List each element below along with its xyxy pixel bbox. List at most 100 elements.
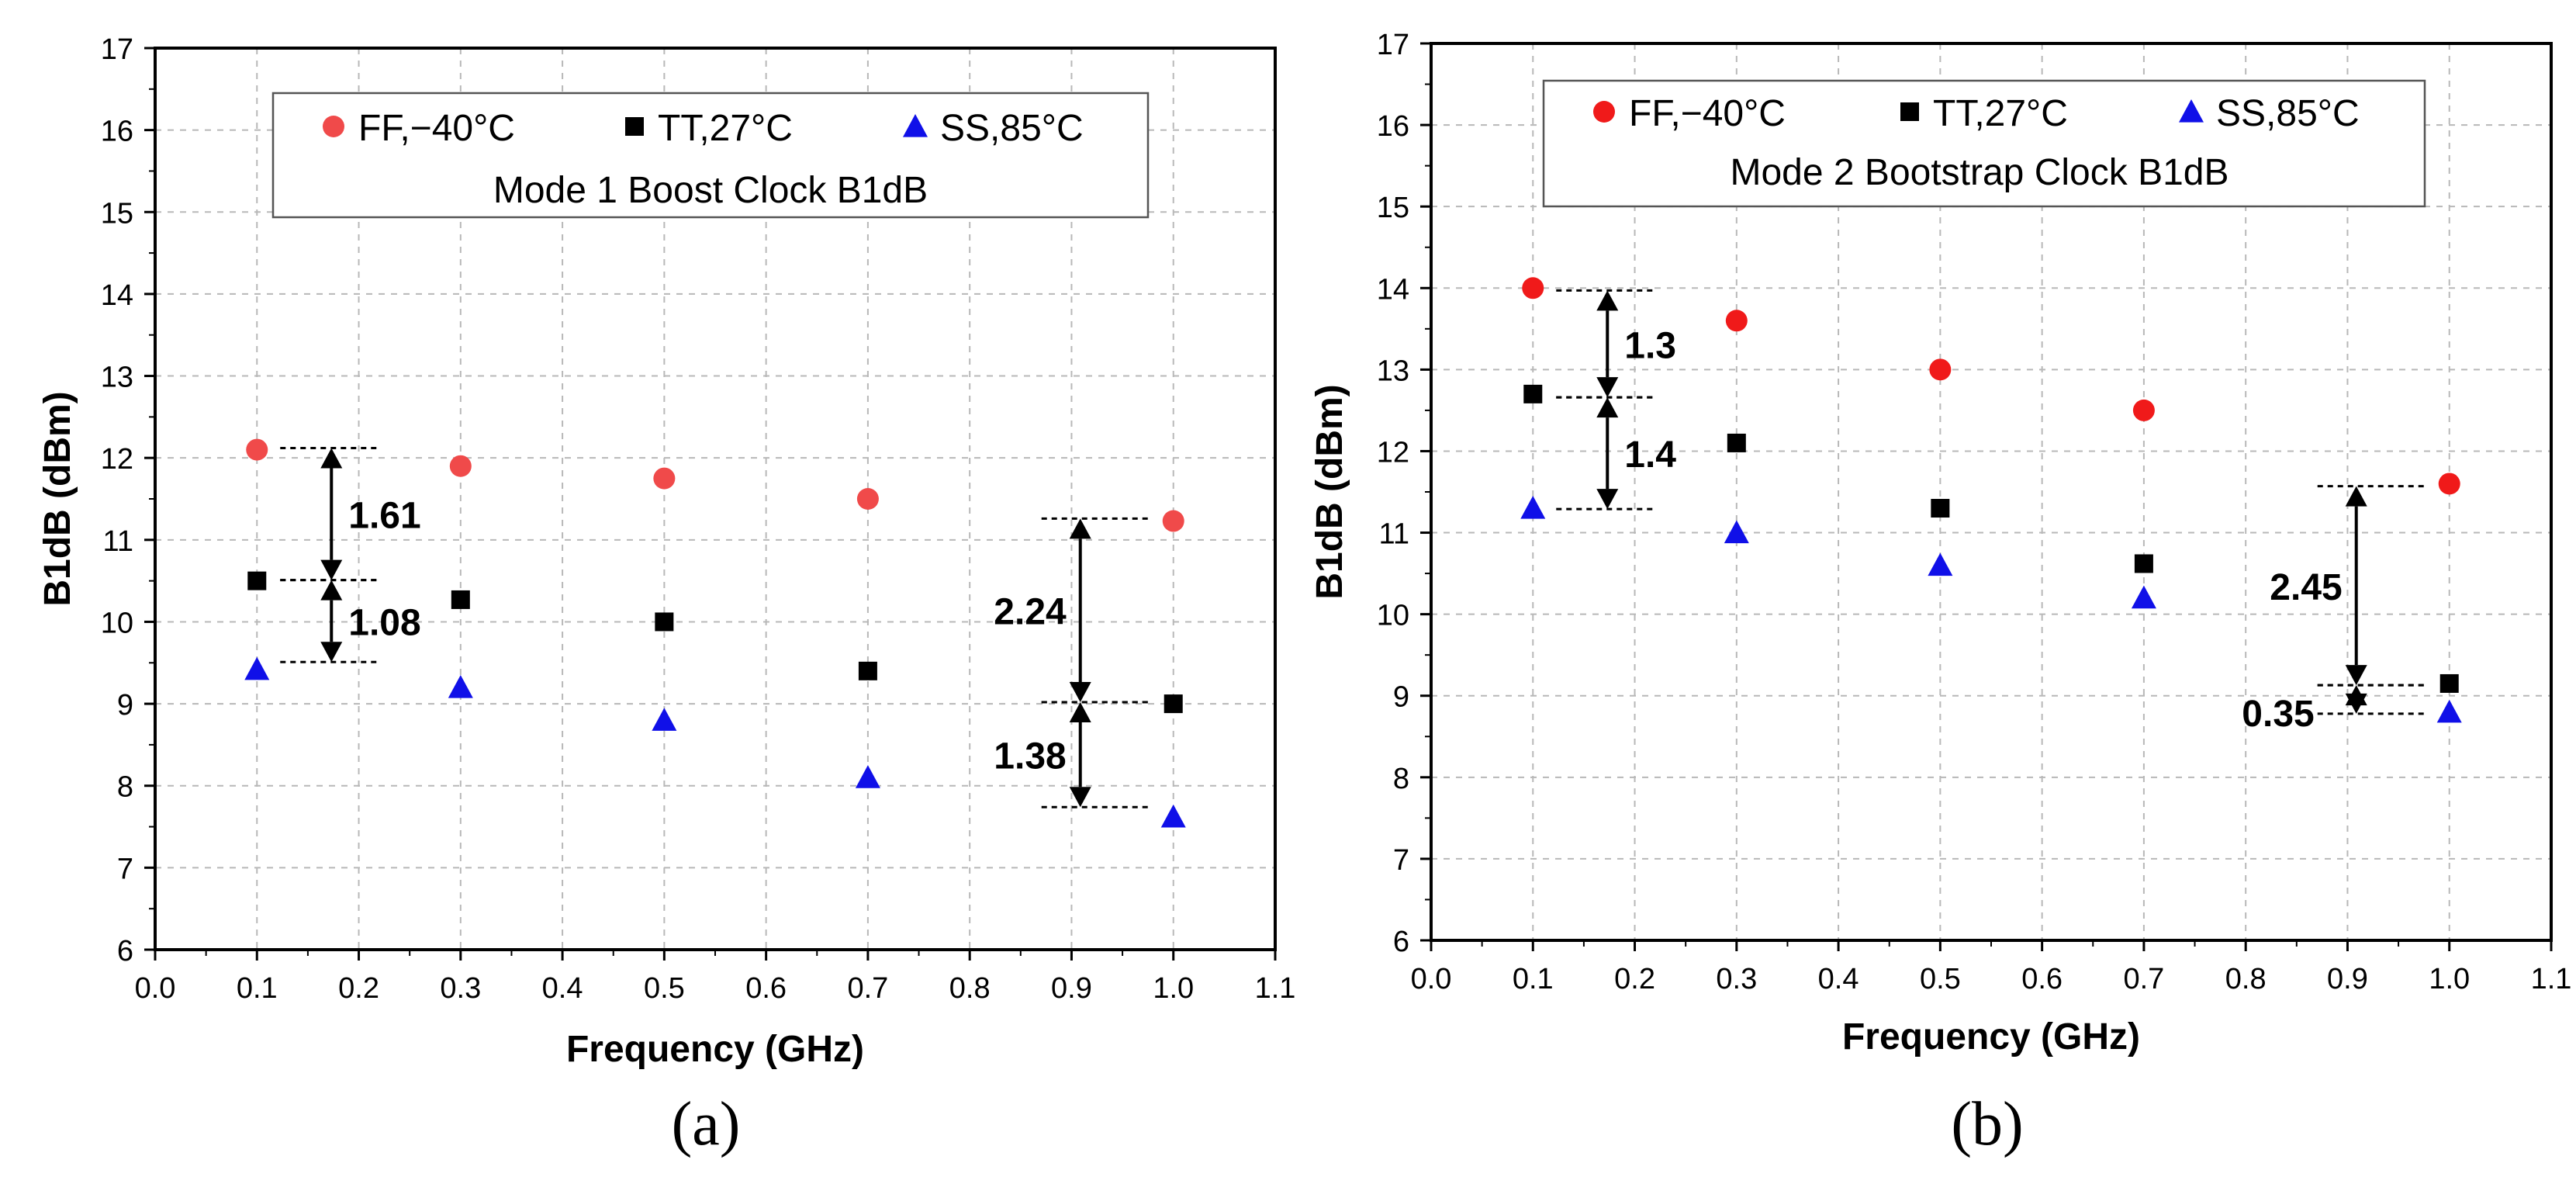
data-point — [1928, 552, 1953, 576]
chart-title: Mode 2 Bootstrap Clock B1dB — [1730, 152, 2228, 193]
data-point — [655, 612, 674, 632]
data-point — [451, 590, 470, 609]
data-point — [246, 438, 268, 461]
arrow-head-up — [1069, 518, 1091, 539]
y-tick-label: 8 — [117, 771, 133, 804]
y-tick-label: 9 — [117, 689, 133, 722]
y-axis-label: B1dB (dBm) — [1309, 384, 1350, 599]
dimension-label: 0.35 — [2242, 694, 2314, 735]
dimension-label: 2.45 — [2270, 567, 2342, 608]
x-tick-label: 0.0 — [1411, 963, 1452, 995]
y-tick-label: 6 — [117, 935, 133, 968]
legend: FF,−40°C TT,27°C SS,85°C Mode 1 Boost Clock… — [271, 92, 1150, 219]
data-point — [449, 455, 472, 477]
data-point — [2132, 399, 2155, 421]
y-tick-label: 12 — [1377, 436, 1409, 469]
data-point — [855, 765, 880, 788]
data-point — [1929, 358, 1952, 381]
dimension-label: 1.4 — [1624, 434, 1676, 476]
legend-marker-circle — [1593, 101, 1615, 123]
x-axis-label: Frequency (GHz) — [566, 1029, 864, 1070]
legend-entry: FF,−40°C — [358, 108, 515, 149]
data-point — [1523, 384, 1543, 403]
data-point — [448, 674, 473, 698]
data-point — [2439, 673, 2459, 693]
data-point — [2438, 473, 2460, 495]
dimension-label: 1.38 — [994, 736, 1066, 777]
y-tick-label: 13 — [1377, 355, 1409, 387]
x-tick-label: 0.4 — [1818, 963, 1859, 995]
legend-entry: SS,85°C — [940, 108, 1084, 149]
x-tick-label: 0.6 — [745, 972, 787, 1005]
legend-entry: TT,27°C — [1933, 93, 2068, 134]
data-point — [1160, 804, 1186, 828]
dimension-label: 2.24 — [994, 592, 1067, 633]
annotations: 1.3 1.4 2.45 0.35 — [1556, 289, 2426, 735]
y-tick-label: 11 — [103, 525, 133, 558]
x-tick-label: 1.1 — [2531, 963, 2572, 995]
data-point — [2131, 585, 2156, 609]
arrow-head-down — [1596, 489, 1619, 510]
chart-panel-a: 0.0 0.1 0.2 0.3 0.4 0.5 0.6 0.7 0.8 0.9 1.0 1.1 6 7 8 9… — [37, 33, 1295, 1158]
y-tick-label: 14 — [1377, 273, 1409, 306]
x-tick-label: 0.3 — [1716, 963, 1757, 995]
x-tick-label: 0.4 — [542, 972, 583, 1005]
x-tick-label: 0.7 — [2123, 963, 2164, 995]
y-axis: 6 7 8 9 10 11 12 13 14 15 16 17 — [101, 33, 155, 968]
x-tick-label: 0.6 — [2021, 963, 2063, 995]
data-points — [244, 438, 1186, 828]
x-tick-label: 0.5 — [1920, 963, 1961, 995]
arrow-head-down — [320, 642, 343, 663]
dimension-label: 1.3 — [1624, 325, 1676, 366]
arrow-head-down — [2345, 665, 2367, 686]
y-tick-label: 10 — [101, 607, 133, 639]
data-point — [1931, 499, 1950, 518]
x-tick-label: 0.2 — [338, 972, 379, 1005]
arrow-head-up — [1069, 701, 1091, 722]
y-tick-label: 17 — [1377, 29, 1409, 61]
arrow-head-up — [1596, 397, 1619, 418]
x-tick-label: 0.9 — [2327, 963, 2368, 995]
y-axis-label: B1dB (dBm) — [37, 391, 78, 606]
y-tick-label: 6 — [1393, 926, 1409, 958]
x-tick-label: 0.3 — [440, 972, 481, 1005]
arrow-head-up — [2345, 486, 2367, 507]
y-tick-label: 8 — [1393, 763, 1409, 795]
x-axis: 0.0 0.1 0.2 0.3 0.4 0.5 0.6 0.7 0.8 0.9 1.0 1.1 — [135, 950, 1295, 1005]
chart-panel-b: 0.0 0.1 0.2 0.3 0.4 0.5 0.6 0.7 0.8 0.9 1.0 1.1 6 7 8 9… — [1309, 29, 2571, 1158]
y-tick-label: 16 — [101, 116, 133, 148]
data-point — [1725, 310, 1748, 332]
arrow-head-down — [1596, 377, 1619, 398]
y-tick-label: 13 — [101, 362, 133, 394]
data-point — [1162, 510, 1184, 532]
x-tick-label: 0.9 — [1051, 972, 1092, 1005]
x-tick-label: 0.5 — [644, 972, 685, 1005]
x-tick-label: 0.8 — [2225, 963, 2267, 995]
y-tick-label: 15 — [1377, 192, 1409, 224]
y-tick-label: 7 — [117, 853, 133, 885]
x-tick-label: 0.7 — [847, 972, 888, 1005]
dimension-label: 1.61 — [348, 496, 420, 537]
y-tick-label: 11 — [1379, 518, 1409, 551]
data-point — [856, 488, 879, 510]
y-axis: 6 7 8 9 10 11 12 13 14 15 16 17 — [1377, 29, 1431, 958]
y-tick-label: 14 — [101, 279, 133, 312]
dimension-label: 1.08 — [348, 602, 420, 643]
legend-marker-square — [625, 117, 644, 136]
x-tick-label: 1.0 — [2429, 963, 2470, 995]
arrow-head-down — [2345, 693, 2367, 714]
legend-marker-square — [1900, 102, 1919, 121]
x-tick-label: 0.1 — [237, 972, 278, 1005]
arrow-head-down — [1069, 787, 1091, 808]
data-point — [2134, 554, 2153, 573]
annotations: 1.61 1.08 2.24 1.38 — [280, 447, 1150, 808]
x-tick-label: 0.0 — [135, 972, 176, 1005]
data-point — [1727, 433, 1746, 452]
y-tick-label: 15 — [101, 197, 133, 230]
data-point — [244, 656, 270, 680]
y-tick-label: 9 — [1393, 681, 1409, 714]
arrow-head-down — [320, 559, 343, 580]
data-point — [1520, 496, 1546, 519]
legend-box — [1542, 79, 2426, 208]
